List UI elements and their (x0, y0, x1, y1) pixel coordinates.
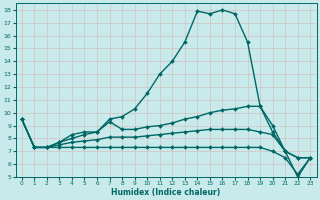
X-axis label: Humidex (Indice chaleur): Humidex (Indice chaleur) (111, 188, 221, 197)
